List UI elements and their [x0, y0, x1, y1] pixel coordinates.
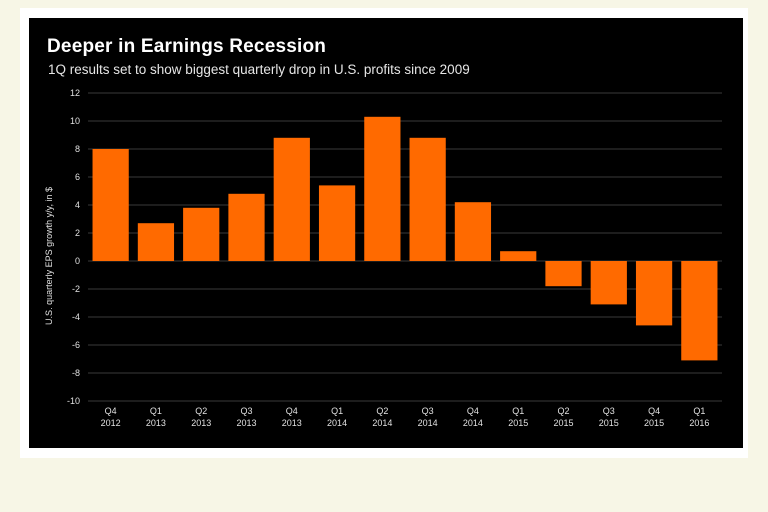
bar — [137, 223, 175, 261]
x-tick-quarter: Q3 — [603, 406, 615, 416]
x-tick-quarter: Q1 — [331, 406, 343, 416]
x-tick-quarter: Q4 — [648, 406, 660, 416]
x-tick-quarter: Q4 — [286, 406, 298, 416]
y-tick-label: -4 — [72, 312, 80, 322]
x-tick-quarter: Q1 — [693, 406, 705, 416]
y-tick-label: 8 — [75, 144, 80, 154]
x-tick-year: 2013 — [236, 418, 256, 428]
y-tick-label: -8 — [72, 368, 80, 378]
bar — [92, 149, 129, 261]
x-tick-year: 2015 — [599, 418, 619, 428]
x-axis-ticks: Q4 2012 Q1 2013 Q2 2013 Q3 2013 Q4 2013 Q1 2014 Q2 20… — [101, 406, 710, 428]
bar — [500, 251, 537, 261]
x-tick-year: 2014 — [463, 418, 483, 428]
x-tick-quarter: Q3 — [422, 406, 434, 416]
bar — [318, 185, 356, 261]
bar — [409, 137, 446, 261]
x-tick-quarter: Q1 — [512, 406, 524, 416]
x-tick-quarter: Q2 — [557, 406, 569, 416]
y-axis-ticks: 12 10 8 6 4 2 0 -2 -4 -6 -8 -10 — [67, 88, 80, 406]
x-tick-year: 2015 — [508, 418, 528, 428]
bar — [635, 261, 673, 326]
y-tick-label: 0 — [75, 256, 80, 266]
bars — [92, 116, 718, 361]
x-tick-year: 2013 — [146, 418, 166, 428]
x-tick-year: 2015 — [553, 418, 573, 428]
x-tick-year: 2016 — [689, 418, 709, 428]
bar — [273, 137, 310, 261]
y-tick-label: 2 — [75, 228, 80, 238]
x-tick-quarter: Q4 — [105, 406, 117, 416]
x-tick-quarter: Q2 — [195, 406, 207, 416]
y-axis-label: U.S. quarterly EPS growth y/y, in $ — [44, 187, 54, 325]
x-tick-quarter: Q4 — [467, 406, 479, 416]
y-tick-label: -10 — [67, 396, 80, 406]
bar — [364, 116, 401, 261]
y-tick-label: -6 — [72, 340, 80, 350]
y-tick-label: 10 — [70, 116, 80, 126]
y-tick-label: 12 — [70, 88, 80, 98]
bar — [183, 207, 220, 261]
bar — [228, 193, 265, 261]
y-tick-label: 4 — [75, 200, 80, 210]
grid-lines — [88, 92, 722, 402]
bar — [681, 261, 718, 361]
x-tick-year: 2015 — [644, 418, 664, 428]
bar — [545, 261, 582, 287]
y-tick-label: -2 — [72, 284, 80, 294]
x-tick-year: 2013 — [191, 418, 211, 428]
x-tick-quarter: Q2 — [376, 406, 388, 416]
x-tick-year: 2013 — [282, 418, 302, 428]
x-tick-year: 2014 — [327, 418, 347, 428]
y-tick-label: 6 — [75, 172, 80, 182]
x-tick-year: 2012 — [101, 418, 121, 428]
chart-title: Deeper in Earnings Recession — [47, 36, 327, 57]
x-tick-year: 2014 — [418, 418, 438, 428]
x-tick-year: 2014 — [372, 418, 392, 428]
bar — [590, 261, 627, 305]
x-tick-quarter: Q1 — [150, 406, 162, 416]
x-tick-quarter: Q3 — [240, 406, 252, 416]
chart-subtitle: 1Q results set to show biggest quarterly… — [48, 62, 470, 77]
bar — [454, 202, 492, 261]
